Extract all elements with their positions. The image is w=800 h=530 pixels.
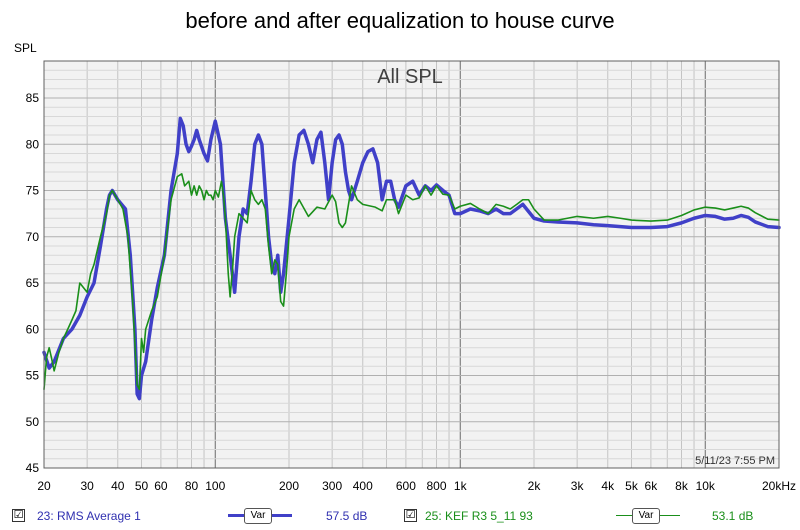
y-tick-label: 80 (26, 137, 40, 151)
x-tick-label: 2k (528, 479, 542, 493)
y-tick-label: 85 (26, 91, 40, 105)
x-tick-label: 20kHz (762, 479, 796, 493)
legend-checkbox-1[interactable]: ☑ (404, 509, 417, 522)
legend-value-1: 53.1 dB (712, 509, 754, 523)
x-tick-label: 8k (675, 479, 689, 493)
x-tick-label: 50 (135, 479, 149, 493)
y-tick-label: 70 (26, 230, 40, 244)
y-tick-label: 45 (26, 461, 40, 475)
plot-border (43, 60, 780, 469)
legend-label-1: 25: KEF R3 5_11 93 (425, 509, 533, 523)
legend-label-0: 23: RMS Average 1 (37, 509, 141, 523)
legend-value-0: 57.5 dB (326, 509, 368, 523)
timestamp: 5/11/23 7:55 PM (695, 455, 775, 467)
y-axis-label: SPL (14, 41, 37, 55)
legend-var-0[interactable]: Var (244, 508, 272, 524)
x-tick-label: 800 (426, 479, 446, 493)
x-ticks: 20 30 40 50 60 80 100 200 300 400 600 800 1k 2k 3k 4k 5k… (37, 479, 796, 493)
series-line-rms-average (42, 116, 781, 401)
x-tick-label: 600 (396, 479, 416, 493)
x-tick-label: 10k (696, 479, 716, 493)
y-tick-label: 50 (26, 415, 40, 429)
chart-title: All SPL (377, 66, 443, 88)
x-tick-label: 6k (645, 479, 659, 493)
x-tick-label: 200 (279, 479, 299, 493)
series-group (42, 116, 781, 401)
x-tick-label: 20 (37, 479, 51, 493)
x-tick-label: 400 (353, 479, 373, 493)
y-tick-label: 65 (26, 276, 40, 290)
legend-checkbox-0[interactable]: ☑ (12, 509, 25, 522)
x-tick-label: 60 (154, 479, 168, 493)
y-tick-label: 75 (26, 184, 40, 198)
page-title: before and after equalization to house c… (185, 8, 615, 33)
x-tick-label: 80 (185, 479, 199, 493)
x-tick-label: 3k (571, 479, 585, 493)
x-tick-label: 4k (601, 479, 615, 493)
x-tick-label: 300 (322, 479, 342, 493)
series-line-kef-r3 (43, 173, 780, 391)
y-tick-label: 55 (26, 369, 40, 383)
y-tick-label: 60 (26, 322, 40, 336)
legend-var-1[interactable]: Var (632, 508, 660, 524)
x-tick-label: 100 (205, 479, 225, 493)
x-tick-label: 5k (625, 479, 639, 493)
x-tick-label: 30 (80, 479, 94, 493)
y-ticks: 45 50 55 60 65 70 75 80 85 (26, 91, 40, 475)
x-tick-label: 1k (454, 479, 468, 493)
x-tick-label: 40 (111, 479, 125, 493)
